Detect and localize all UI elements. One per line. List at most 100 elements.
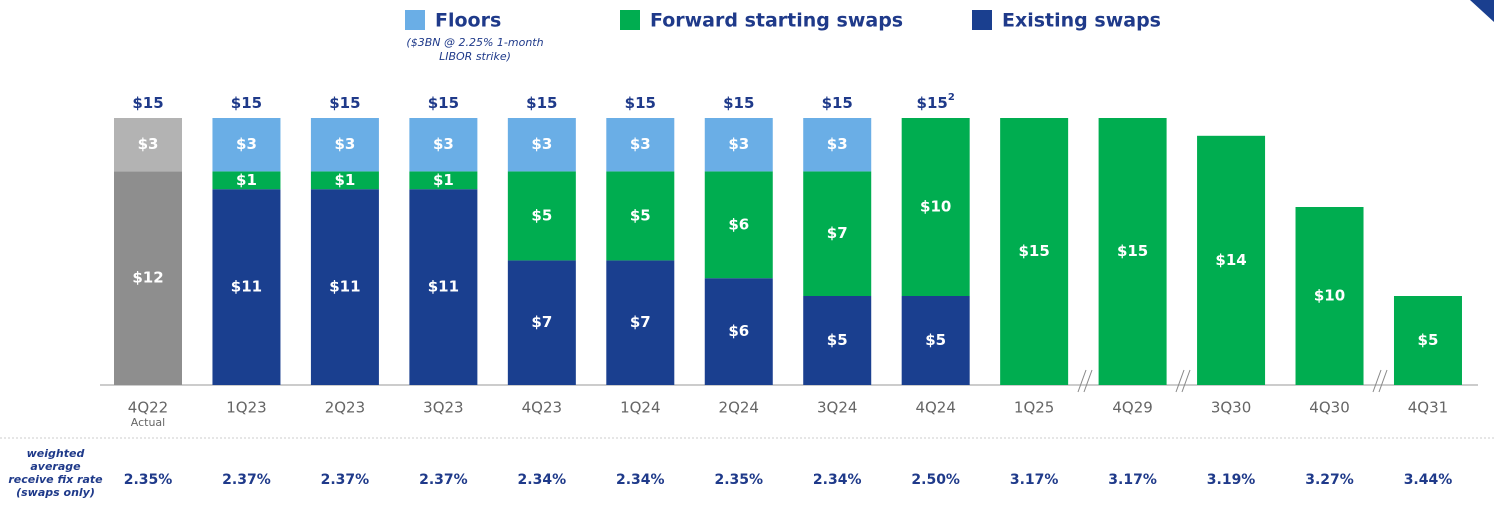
x-tick-label: 2Q23 xyxy=(325,399,365,417)
bar-segment xyxy=(606,260,675,385)
data-label: $3 xyxy=(433,135,454,153)
data-label: $7 xyxy=(531,313,552,331)
data-label: $11 xyxy=(231,278,262,296)
x-tick-label: 4Q23 xyxy=(522,399,562,417)
total-text: $15 xyxy=(526,94,557,112)
x-tick-label: 1Q25 xyxy=(1014,399,1054,417)
data-label: $5 xyxy=(1418,331,1439,349)
bar-segment xyxy=(310,189,379,385)
data-label: $3 xyxy=(728,135,749,153)
bar-segment xyxy=(606,118,675,172)
total-label: $15 xyxy=(329,94,360,112)
rate-value: 2.34% xyxy=(813,472,862,488)
bar-segment xyxy=(606,171,675,261)
rate-label: weighted average receive fix rate (swaps… xyxy=(8,447,103,499)
bar-segment xyxy=(1295,207,1364,385)
rate-value: 2.34% xyxy=(616,472,665,488)
total-text: $15 xyxy=(917,94,948,112)
rate-value: 3.17% xyxy=(1108,472,1157,488)
x-tick-label: 4Q30 xyxy=(1309,399,1349,417)
bar-segment xyxy=(901,296,970,385)
data-label: $15 xyxy=(1018,242,1049,260)
x-tick-label: 3Q24 xyxy=(817,399,857,417)
bar-segment xyxy=(409,171,478,190)
bar-segment xyxy=(803,296,872,385)
legend-swatch xyxy=(972,10,992,30)
data-label: $3 xyxy=(531,135,552,153)
bar-segment xyxy=(803,118,872,172)
rate-value: 2.50% xyxy=(911,472,960,488)
x-tick-label: 1Q23 xyxy=(226,399,266,417)
total-label: $15 xyxy=(231,94,262,112)
data-label: $3 xyxy=(334,135,355,153)
total-label: $15 xyxy=(132,94,163,112)
total-text: $15 xyxy=(329,94,360,112)
data-label: $7 xyxy=(827,224,848,242)
data-label: $10 xyxy=(920,198,951,216)
rate-value: 2.37% xyxy=(321,472,370,488)
x-tick-label: 1Q24 xyxy=(620,399,660,417)
bar-segment xyxy=(212,189,281,385)
data-label: $11 xyxy=(428,278,459,296)
bar-segment xyxy=(114,171,182,385)
bar-segment xyxy=(1000,118,1069,385)
x-tick-label: 3Q30 xyxy=(1211,399,1251,417)
x-tick-label: 3Q23 xyxy=(423,399,463,417)
data-label: $5 xyxy=(925,331,946,349)
rate-value: 2.37% xyxy=(419,472,468,488)
total-text: $15 xyxy=(723,94,754,112)
legend-swatch xyxy=(620,10,640,30)
data-label: $5 xyxy=(630,206,651,224)
data-label: $10 xyxy=(1314,287,1345,305)
total-text: $15 xyxy=(625,94,656,112)
data-label: $3 xyxy=(827,135,848,153)
data-label: $12 xyxy=(132,269,163,287)
total-text: $15 xyxy=(428,94,459,112)
legend-swatch xyxy=(405,10,425,30)
bar-segment xyxy=(212,118,281,172)
bar-segment xyxy=(704,118,773,172)
bar-segment xyxy=(901,118,970,296)
total-text: $15 xyxy=(231,94,262,112)
x-tick-label: 2Q24 xyxy=(719,399,759,417)
total-label: $15 xyxy=(723,94,754,112)
bar-segment xyxy=(803,171,872,296)
data-label: $3 xyxy=(630,135,651,153)
bar-segment xyxy=(507,171,576,261)
corner-decoration xyxy=(1470,0,1494,22)
data-label: $6 xyxy=(728,322,749,340)
bar-segment xyxy=(507,118,576,172)
legend-label: Existing swaps xyxy=(1002,10,1161,32)
data-label: $5 xyxy=(531,206,552,224)
total-text: $15 xyxy=(822,94,853,112)
total-label: $15 xyxy=(625,94,656,112)
rate-value: 2.37% xyxy=(222,472,271,488)
data-label: $3 xyxy=(236,135,257,153)
category-subtitle: Actual xyxy=(131,416,165,429)
total-text: $15 xyxy=(132,94,163,112)
data-label: $7 xyxy=(630,313,651,331)
x-tick-label: 4Q24 xyxy=(915,399,955,417)
legend-label: Floors xyxy=(435,10,501,32)
data-label: $1 xyxy=(433,171,454,189)
rate-value: 2.35% xyxy=(124,472,173,488)
data-label: $14 xyxy=(1215,251,1246,269)
data-label: $5 xyxy=(827,331,848,349)
rate-value: 3.19% xyxy=(1207,472,1256,488)
floors-note: ($3BN @ 2.25% 1-month LIBOR strike) xyxy=(406,36,544,63)
rate-value: 2.34% xyxy=(518,472,567,488)
rate-value: 3.17% xyxy=(1010,472,1059,488)
data-label: $1 xyxy=(334,171,355,189)
legend-label: Forward starting swaps xyxy=(650,10,903,32)
total-label: $15 xyxy=(822,94,853,112)
bar-segment xyxy=(704,171,773,279)
data-label: $1 xyxy=(236,171,257,189)
total-label: $152 xyxy=(917,92,955,112)
bar-segment xyxy=(114,118,182,172)
rate-value: 2.35% xyxy=(714,472,763,488)
axis-breaks xyxy=(1077,369,1388,393)
bar-segment xyxy=(409,118,478,172)
bar-segment xyxy=(310,118,379,172)
rate-value: 3.44% xyxy=(1404,472,1453,488)
